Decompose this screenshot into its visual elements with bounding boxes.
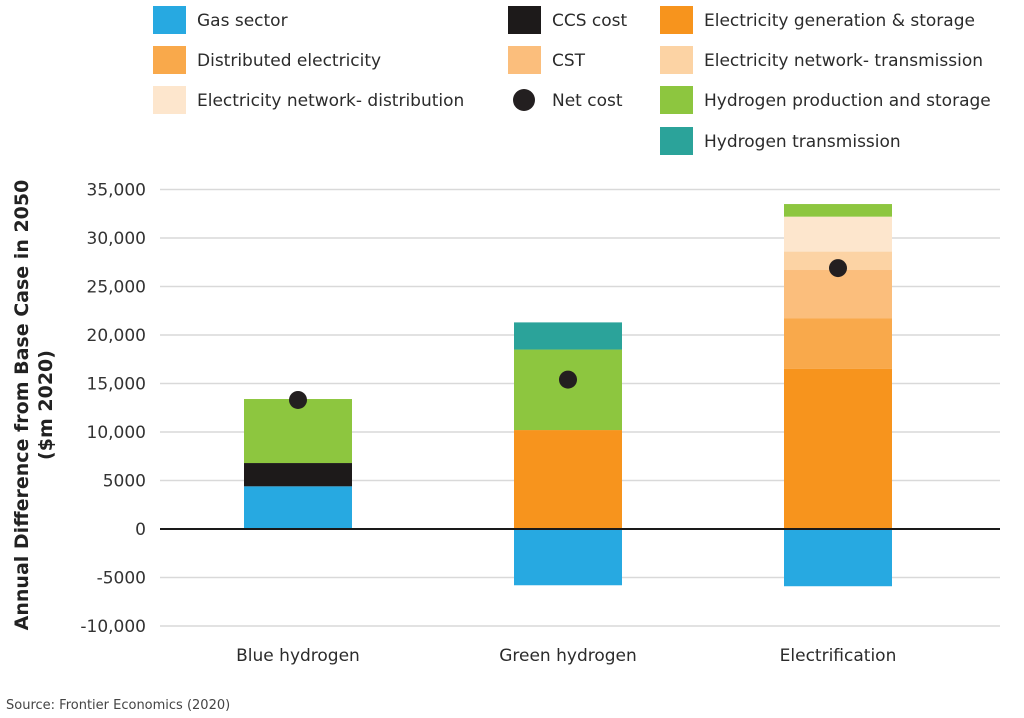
legend-item-hydrogen-transmission: Hydrogen transmission	[660, 127, 901, 155]
y-tick-label: 35,000	[87, 181, 146, 201]
legend-swatch	[660, 127, 693, 155]
legend-item-electricity-network-transmission: Electricity network- transmission	[660, 46, 983, 74]
bar-segment-hydrogen-transmission	[514, 322, 622, 350]
y-tick-label: 25,000	[87, 278, 146, 298]
legend-label: Electricity network- transmission	[704, 51, 983, 71]
legend-swatch	[508, 6, 541, 34]
bar-segment-cst	[784, 270, 892, 319]
legend-item-gas-sector: Gas sector	[153, 6, 288, 34]
net-cost-marker	[289, 390, 307, 409]
legend-label: CST	[552, 51, 586, 71]
legend: Gas sector CCS cost Electricity generation…	[153, 6, 991, 155]
bar-segment-hydrogen-production-and-storage	[244, 399, 352, 464]
legend-label: Net cost	[552, 91, 623, 111]
net-cost-marker	[559, 370, 577, 389]
y-tick-label: 5000	[103, 472, 146, 492]
bar-segment-hydrogen-production-and-storage	[784, 204, 892, 217]
chart: Gas sector CCS cost Electricity generation…	[11, 6, 1000, 666]
bar-segment-gas-sector	[244, 486, 352, 529]
legend-swatch	[660, 46, 693, 74]
legend-label: Electricity generation & storage	[704, 11, 975, 31]
bar-segment-electricity-generation-storage	[784, 368, 892, 529]
legend-marker	[513, 89, 535, 111]
legend-item-cst: CST	[508, 46, 586, 74]
x-axis-categories: Blue hydrogen Green hydrogen Electrificati…	[236, 646, 896, 666]
y-tick-label: 30,000	[87, 229, 146, 249]
legend-label: Electricity network- distribution	[197, 91, 464, 111]
legend-swatch	[660, 86, 693, 114]
x-category-label: Blue hydrogen	[236, 646, 360, 666]
bar-segment-gas-sector	[514, 529, 622, 586]
x-category-label: Electrification	[780, 646, 897, 666]
y-axis-label-line1: Annual Difference from Base Case in 2050	[11, 180, 33, 631]
legend-label: CCS cost	[552, 11, 628, 31]
x-category-label: Green hydrogen	[499, 646, 637, 666]
net-cost-marker	[829, 259, 847, 278]
legend-swatch	[508, 46, 541, 74]
net-cost-markers	[289, 259, 847, 409]
legend-swatch	[153, 6, 186, 34]
y-tick-label: -10,000	[80, 617, 146, 637]
source-note: Source: Frontier Economics (2020)	[6, 698, 231, 713]
y-axis-label-line2: ($m 2020)	[35, 350, 57, 460]
bar-segment-distributed-electricity	[784, 318, 892, 369]
legend-item-net-cost: Net cost	[513, 89, 623, 111]
legend-item-distributed-electricity: Distributed electricity	[153, 46, 381, 74]
y-axis-ticks: -10,000 -5000 0 5000 10,000 15,000 20,000 25,00…	[80, 181, 146, 638]
legend-item-hydrogen-production-and-storage: Hydrogen production and storage	[660, 86, 991, 114]
y-tick-label: 10,000	[87, 423, 146, 443]
legend-swatch	[153, 46, 186, 74]
bar-segment-electricity-network-distribution	[784, 216, 892, 252]
bar-segment-ccs-cost	[244, 463, 352, 487]
legend-item-electricity-network-distribution: Electricity network- distribution	[153, 86, 464, 114]
legend-label: Distributed electricity	[197, 51, 381, 71]
y-tick-label: 15,000	[87, 375, 146, 395]
y-tick-label: 0	[135, 520, 146, 540]
legend-label: Hydrogen production and storage	[704, 91, 991, 111]
bars	[244, 204, 892, 587]
legend-swatch	[660, 6, 693, 34]
bar-segment-electricity-generation-storage	[514, 430, 622, 529]
bar-segment-gas-sector	[784, 529, 892, 587]
legend-label: Hydrogen transmission	[704, 132, 901, 152]
bar-segment-hydrogen-production-and-storage	[514, 349, 622, 431]
legend-swatch	[153, 86, 186, 114]
legend-item-electricity-generation-storage: Electricity generation & storage	[660, 6, 975, 34]
legend-item-ccs-cost: CCS cost	[508, 6, 628, 34]
y-tick-label: 20,000	[87, 326, 146, 346]
legend-label: Gas sector	[197, 11, 288, 31]
y-tick-label: -5000	[97, 569, 146, 589]
